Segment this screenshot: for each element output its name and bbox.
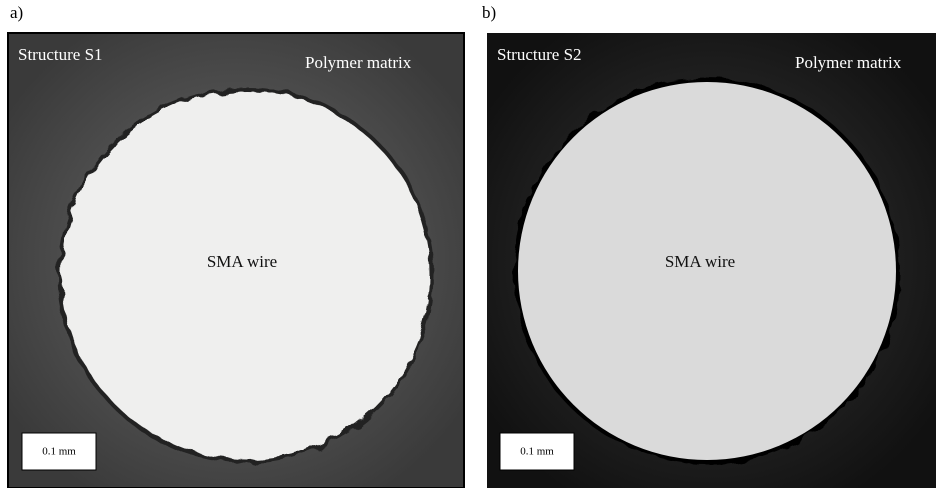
panel-title: Structure S1: [18, 45, 103, 64]
figure: a) Structure S1 Polymer matrix SMA wire …: [0, 0, 936, 488]
wire-a: [62, 91, 430, 459]
panel-label: b): [482, 3, 496, 22]
wire-label: SMA wire: [665, 252, 735, 271]
scale-label: 0.1 mm: [520, 446, 554, 458]
scale-label: 0.1 mm: [42, 446, 76, 458]
panel-label: a): [10, 3, 23, 22]
matrix-label: Polymer matrix: [795, 53, 902, 72]
wire-b: [518, 82, 896, 460]
matrix-label: Polymer matrix: [305, 53, 412, 72]
panel-title: Structure S2: [497, 45, 582, 64]
wire-label: SMA wire: [207, 252, 277, 271]
